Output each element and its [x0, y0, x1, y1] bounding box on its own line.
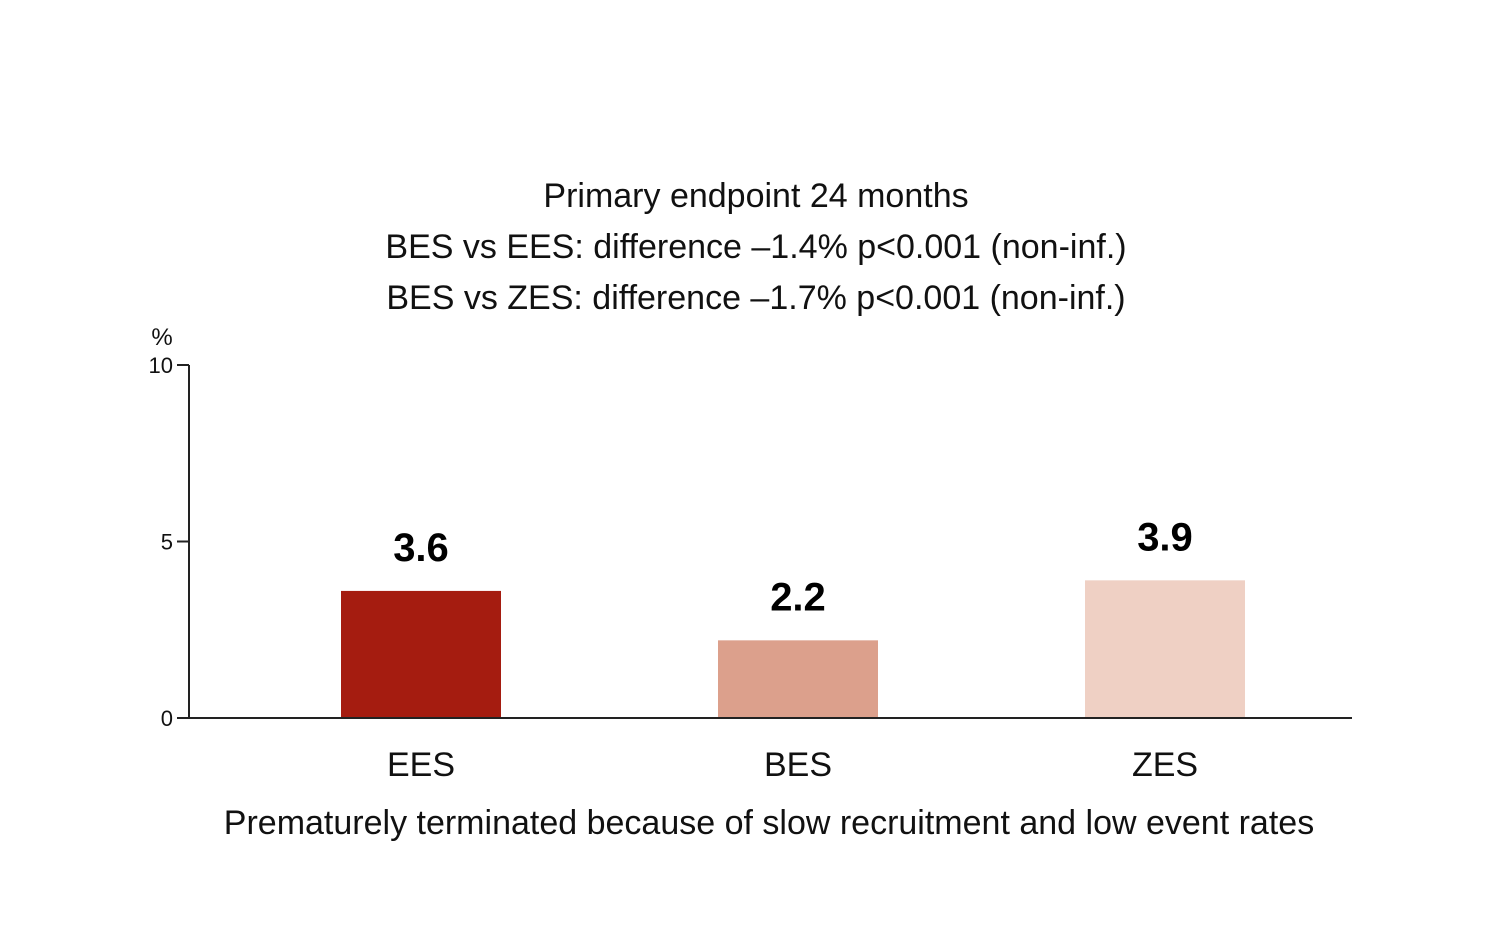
title-line-3: BES vs ZES: difference –1.7% p<0.001 (no…	[386, 279, 1125, 317]
y-tick-label: 0	[161, 706, 173, 731]
y-axis-unit-label: %	[151, 324, 172, 351]
y-tick-label: 5	[161, 530, 173, 555]
category-label-ees: EES	[387, 746, 455, 784]
chart-footnote: Prematurely terminated because of slow r…	[224, 804, 1314, 842]
value-label-ees: 3.6	[393, 526, 449, 570]
value-label-zes: 3.9	[1137, 515, 1193, 559]
category-labels-group: EES BES ZES	[387, 746, 1198, 784]
y-axis-ticks: 0 5 10	[149, 353, 189, 731]
category-label-zes: ZES	[1132, 746, 1198, 784]
value-labels-group: 3.6 2.2 3.9	[393, 515, 1193, 619]
bar-zes	[1085, 580, 1245, 718]
y-tick-label: 10	[149, 353, 173, 378]
chart-title: Primary endpoint 24 months BES vs EES: d…	[385, 177, 1126, 317]
bars-group	[341, 580, 1245, 718]
value-label-bes: 2.2	[770, 575, 826, 619]
category-label-bes: BES	[764, 746, 832, 784]
title-line-2: BES vs EES: difference –1.4% p<0.001 (no…	[385, 228, 1126, 266]
bar-ees	[341, 590, 501, 718]
bar-bes	[718, 640, 878, 718]
title-line-1: Primary endpoint 24 months	[543, 177, 968, 215]
